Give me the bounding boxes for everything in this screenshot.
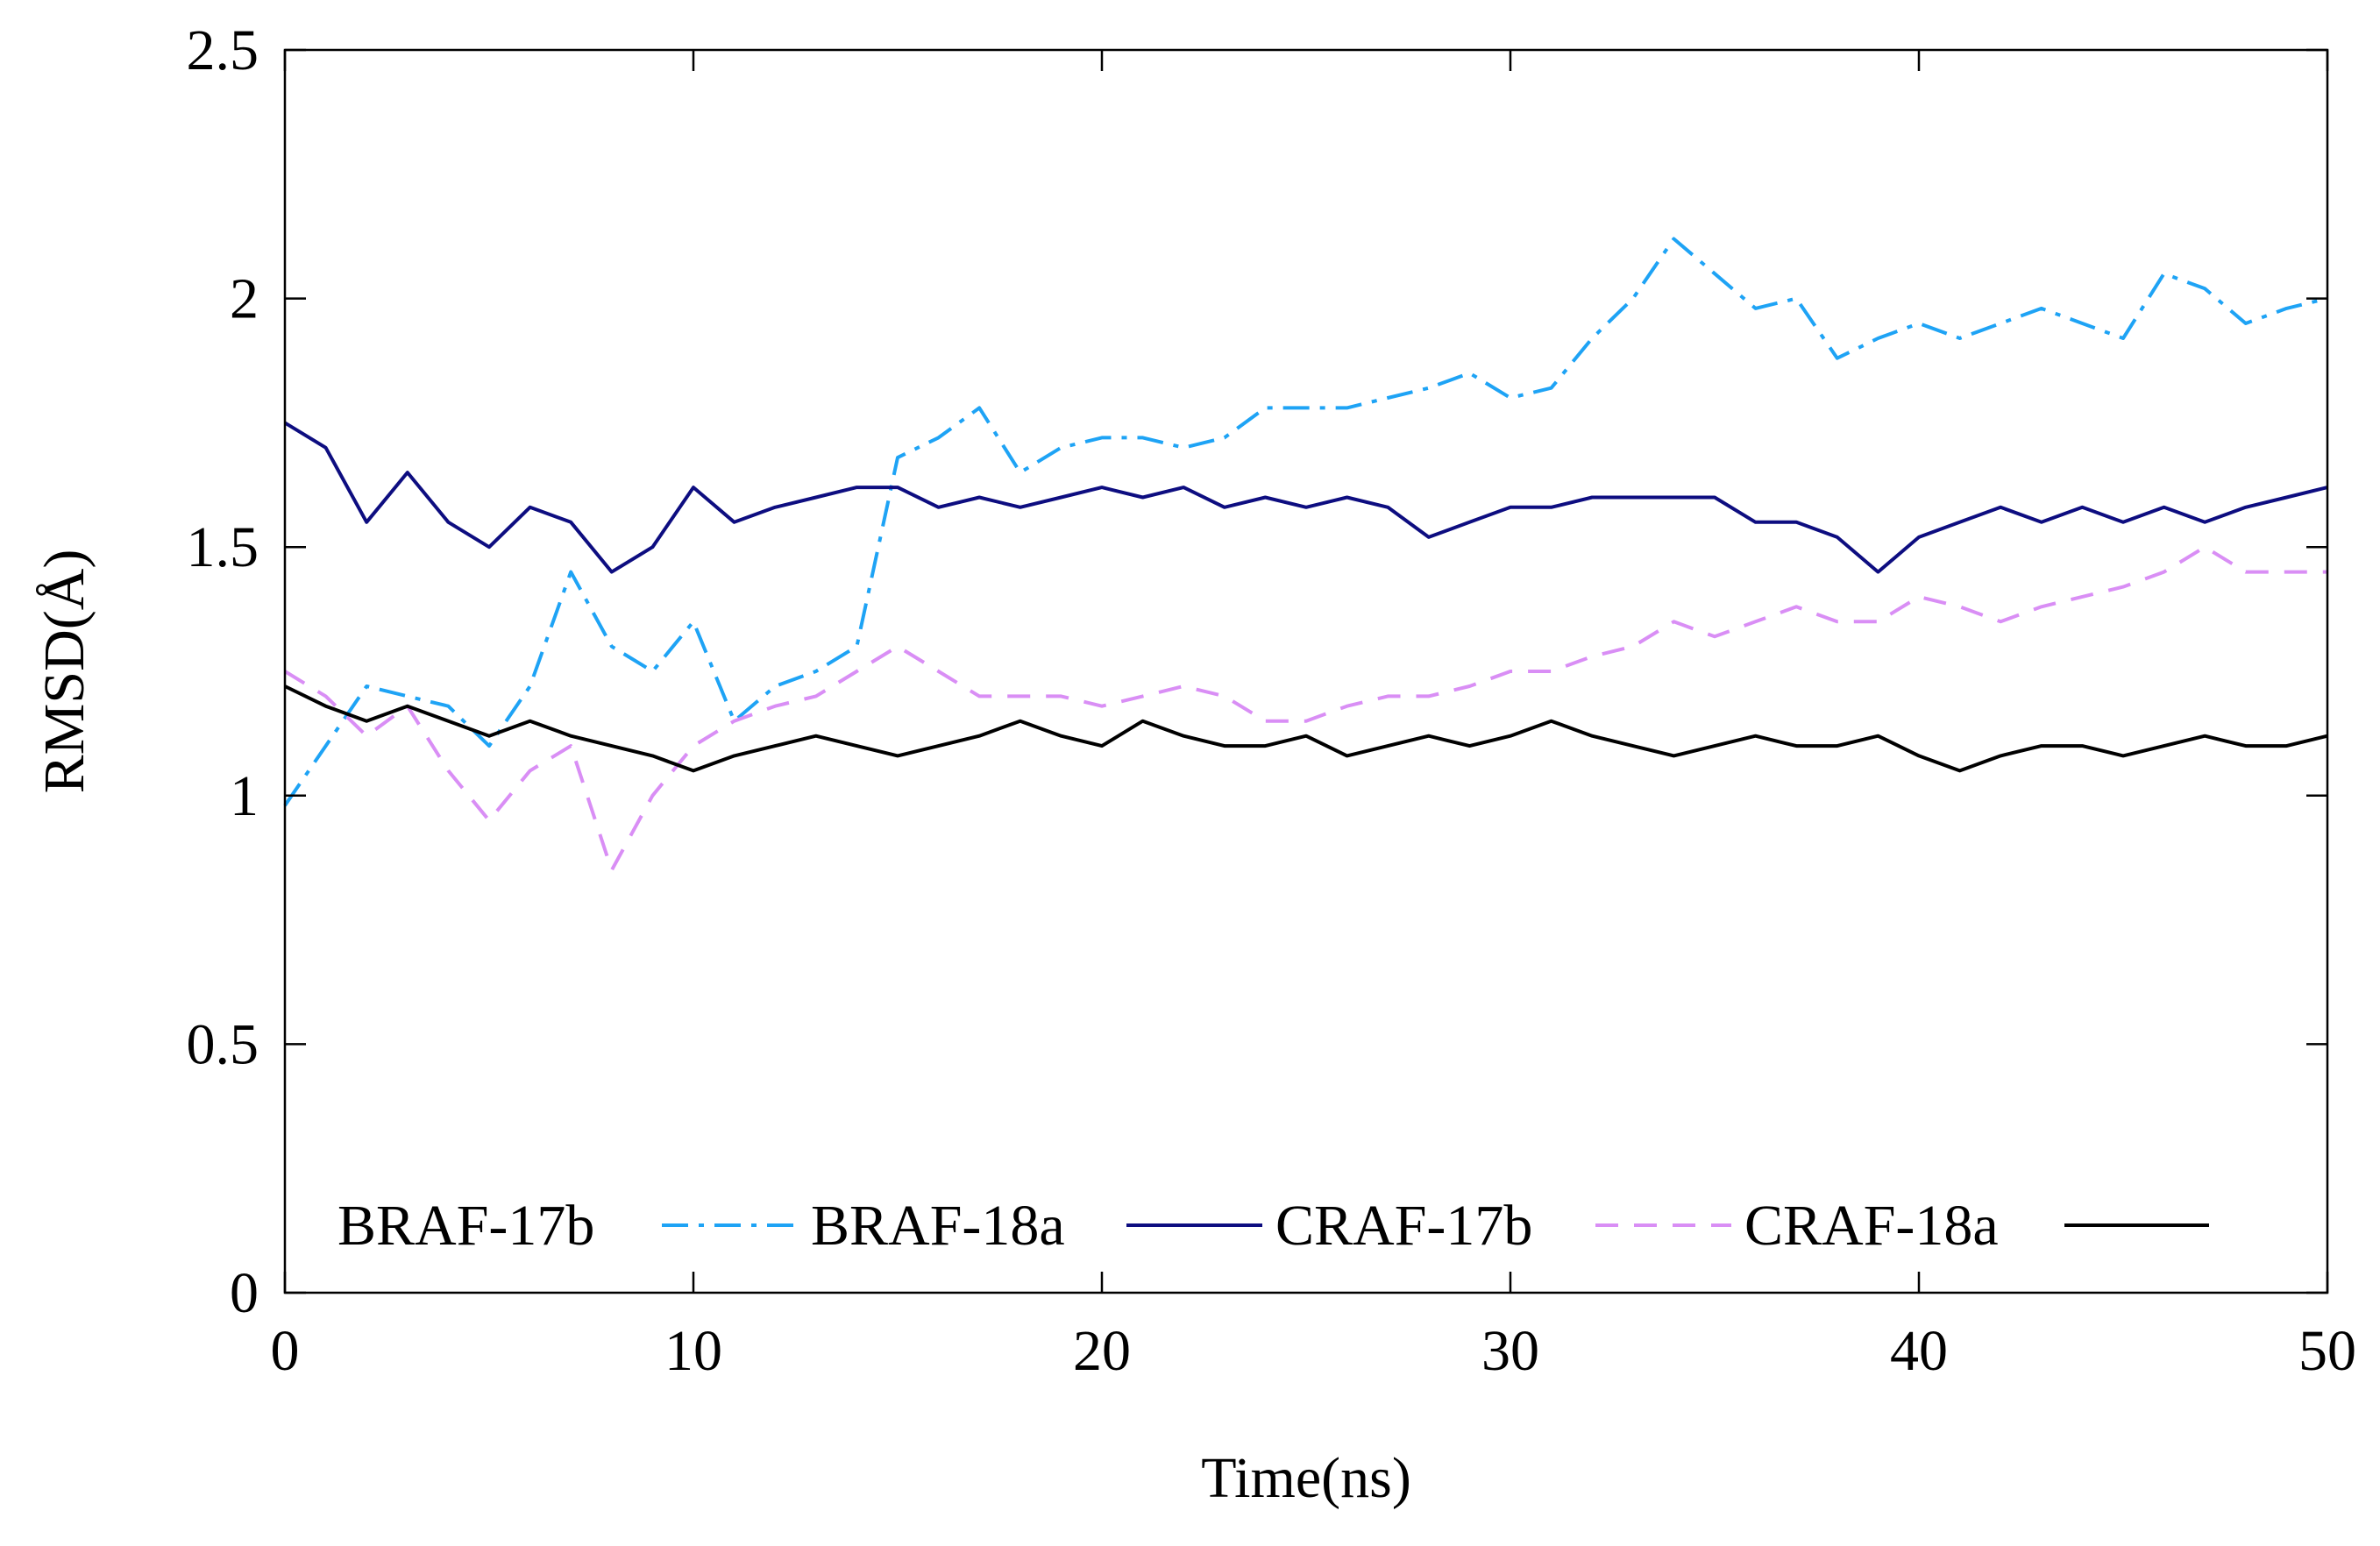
y-tick-label: 2.5 xyxy=(187,18,259,82)
y-tick-label: 0 xyxy=(230,1261,259,1325)
y-axis-title: RMSD(Å) xyxy=(32,550,96,794)
legend-label-craf-17b: CRAF-17b xyxy=(1275,1194,1532,1258)
plot-frame xyxy=(283,48,2329,1294)
ticks-layer xyxy=(283,48,2329,1294)
legend: BRAF-17b BRAF-18a CRAF-17b CRAF-18a xyxy=(337,1194,2209,1258)
x-tick-label: 20 xyxy=(1073,1319,1131,1383)
legend-label-craf-18a: CRAF-18a xyxy=(1744,1194,1999,1258)
x-tick-label: 30 xyxy=(1481,1319,1539,1383)
x-tick-label: 40 xyxy=(1890,1319,1948,1383)
x-tick-label: 10 xyxy=(664,1319,722,1383)
series-line-braf-17b xyxy=(283,237,2328,807)
series-line-craf-17b xyxy=(283,545,2327,872)
series-layer xyxy=(283,237,2328,872)
y-tick-label: 1.5 xyxy=(187,515,259,579)
y-tick-label: 1 xyxy=(230,764,259,828)
legend-label-braf-18a: BRAF-18a xyxy=(811,1194,1065,1258)
y-tick-label: 0.5 xyxy=(187,1012,259,1076)
legend-label-braf-17b: BRAF-17b xyxy=(337,1194,594,1258)
y-tick-label: 2 xyxy=(230,267,259,331)
x-tick-label: 50 xyxy=(2298,1319,2356,1383)
series-line-braf-18a xyxy=(283,421,2328,574)
series-line-craf-18a xyxy=(284,684,2328,773)
x-axis-title: Time(ns) xyxy=(1201,1446,1411,1510)
x-tick-label: 0 xyxy=(271,1319,300,1383)
tick-label-layer: 0 10 20 30 40 50 0 0.5 1 1.5 2 2.5 xyxy=(187,18,2357,1383)
